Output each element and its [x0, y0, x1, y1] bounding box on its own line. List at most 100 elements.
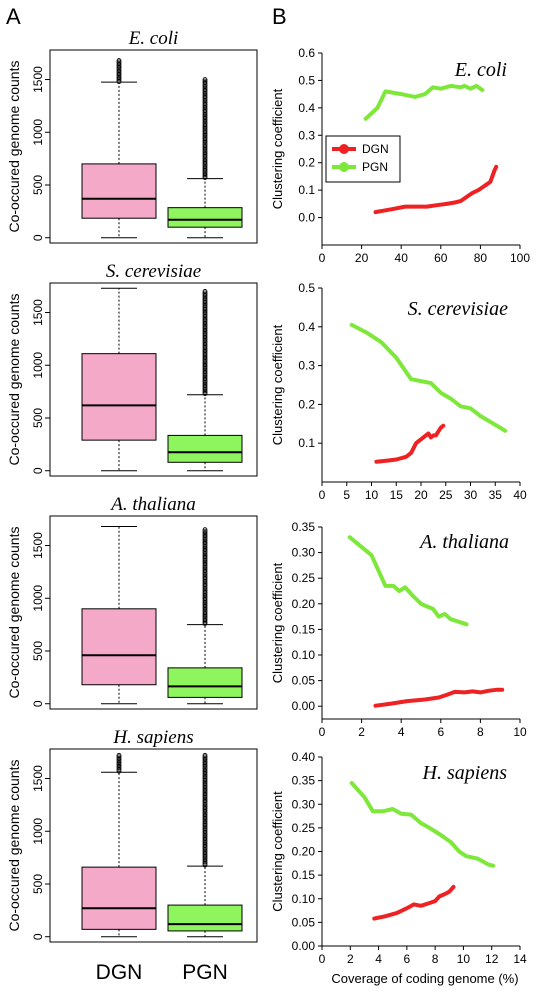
plot-frame — [49, 515, 258, 710]
chart-title: E. coli — [128, 28, 179, 49]
series-line-dgn — [373, 164, 499, 215]
outlier-point — [202, 618, 208, 624]
x-tick-label: 0 — [319, 251, 326, 265]
chart-title: A. thaliana — [418, 531, 509, 553]
series-line-dgn — [372, 884, 456, 921]
legend-label: DGN — [362, 142, 389, 156]
x-tick-label: 100 — [510, 251, 530, 265]
y-tick-label: 500 — [31, 641, 45, 661]
box-plot-panel: S. cerevisiae Co-occured genome counts 0 50… — [6, 261, 258, 477]
y-tick-label: 1000 — [31, 585, 45, 612]
y-axis-label: Co-occured genome counts — [6, 61, 22, 233]
y-tick-label: 0 — [31, 467, 45, 474]
panel-label-a: A — [6, 4, 21, 29]
series-line-pgn — [349, 322, 508, 433]
y-tick-label: 500 — [31, 175, 45, 195]
outlier-point — [202, 391, 208, 397]
x-tick-label: 5 — [343, 488, 350, 502]
y-tick-label: 0.40 — [292, 750, 316, 764]
category-label-pgn: PGN — [182, 961, 228, 984]
outlier-point — [202, 172, 208, 178]
y-tick-label: 0.00 — [292, 699, 316, 713]
outlier-point — [116, 79, 122, 85]
iqr-box-dgn — [81, 866, 157, 930]
x-tick-label: 8 — [432, 952, 439, 966]
y-tick-label: 0.2 — [298, 397, 315, 411]
x-tick-label: 20 — [414, 488, 428, 502]
y-tick-label: 1500 — [31, 532, 45, 559]
y-tick-label: 0.4 — [298, 320, 315, 334]
y-tick-label: 0.05 — [292, 915, 316, 929]
y-axis-label: Co-occured genome counts — [6, 527, 22, 699]
box-plot-panel: E. coli Co-occured genome counts 0 500 1000 1… — [6, 28, 258, 244]
y-tick-label: 0.00 — [292, 939, 316, 953]
y-tick-label: 0.5 — [298, 281, 315, 295]
outlier-point — [116, 76, 122, 82]
legend-swatch-marker — [339, 144, 349, 154]
outlier-point — [202, 173, 208, 179]
y-tick-label: 0.4 — [298, 101, 315, 115]
y-axis-label: Clustering coefficient — [270, 791, 285, 912]
legend-frame — [325, 135, 401, 183]
y-tick-label: 0.20 — [292, 597, 316, 611]
y-tick-label: 0.35 — [292, 774, 316, 788]
line-chart-panel: 0.00 0.05 0.10 0.15 0.20 0.25 0.30 0.35 0.40 0 2 4 6… — [270, 750, 527, 966]
y-tick-label: 0.15 — [292, 868, 316, 882]
y-tick-label: 1000 — [31, 352, 45, 379]
outlier-point — [202, 621, 208, 626]
outlier-point — [202, 175, 208, 181]
x-tick-label: 4 — [398, 725, 405, 739]
chart-title: S. cerevisiae — [408, 298, 508, 320]
y-tick-label: 0.35 — [292, 520, 316, 534]
iqr-box-dgn — [81, 163, 157, 219]
y-tick-label: 0.25 — [292, 821, 316, 835]
y-tick-label: 0.1 — [298, 436, 315, 450]
series-line-dgn — [373, 687, 505, 708]
iqr-box-pgn — [167, 904, 243, 932]
y-tick-label: 0 — [31, 234, 45, 241]
x-tick-label: 2 — [358, 725, 365, 739]
y-tick-label: 0.1 — [298, 183, 315, 197]
legend-label: PGN — [362, 160, 388, 174]
y-tick-label: 1500 — [31, 299, 45, 326]
y-tick-label: 0 — [31, 700, 45, 707]
outlier-point — [116, 768, 122, 774]
x-tick-label: 80 — [474, 251, 488, 265]
y-tick-label: 0.3 — [298, 359, 315, 373]
y-tick-label: 1500 — [31, 66, 45, 93]
x-tick-label: 20 — [355, 251, 369, 265]
x-tick-label: 8 — [477, 725, 484, 739]
x-tick-label: 12 — [485, 952, 499, 966]
x-tick-label: 60 — [434, 251, 448, 265]
x-tick-label: 25 — [439, 488, 453, 502]
x-tick-label: 0 — [319, 488, 326, 502]
x-tick-label: 10 — [513, 725, 527, 739]
line-chart-panel: 0.1 0.2 0.3 0.4 0.5 0 5 10 15 20 25 30 35 40 Clusterin… — [270, 281, 527, 502]
y-axis-label: Clustering coefficient — [270, 324, 285, 445]
y-tick-label: 1500 — [31, 765, 45, 792]
outlier-point — [202, 388, 208, 394]
y-tick-label: 0.30 — [292, 797, 316, 811]
x-tick-label: 35 — [489, 488, 503, 502]
panel-label-b: B — [272, 4, 287, 29]
x-tick-label: 0 — [319, 725, 326, 739]
y-tick-label: 0.25 — [292, 571, 316, 585]
x-tick-label: 10 — [457, 952, 471, 966]
y-tick-label: 0.10 — [292, 892, 316, 906]
x-tick-label: 15 — [390, 488, 404, 502]
iqr-box-dgn — [81, 608, 157, 686]
y-tick-label: 0.15 — [292, 622, 316, 636]
plot-frame — [49, 282, 258, 477]
chart-title: A. thaliana — [109, 494, 195, 515]
outlier-point — [202, 619, 208, 625]
box-plot-panel: A. thaliana Co-occured genome counts 0 500 1… — [6, 494, 258, 710]
y-tick-label: 0.5 — [298, 73, 315, 87]
plot-frame — [49, 49, 258, 244]
y-tick-label: 500 — [31, 408, 45, 428]
x-tick-label: 40 — [513, 488, 527, 502]
box-plot-panel: H. sapiens Co-occured genome counts 0 500 10… — [6, 727, 258, 943]
plot-frame — [49, 748, 258, 943]
chart-title: H. sapiens — [112, 727, 193, 748]
y-tick-label: 0.2 — [298, 156, 315, 170]
